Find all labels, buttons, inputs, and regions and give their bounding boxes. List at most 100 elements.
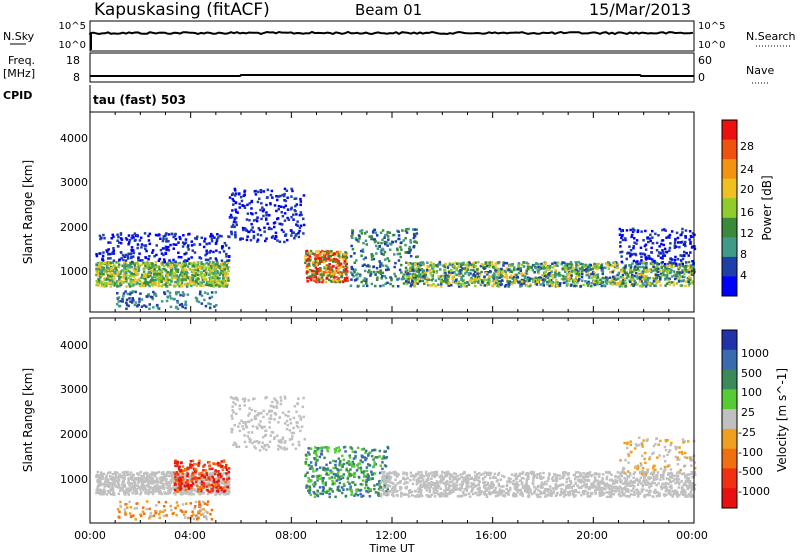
power-point [409, 239, 412, 242]
power-point [134, 234, 138, 237]
velocity-point [240, 419, 243, 422]
power-point [328, 251, 332, 254]
power-point [161, 247, 165, 250]
power-point [432, 282, 435, 286]
velocity-point [207, 486, 211, 489]
power-point [116, 245, 120, 248]
velocity-point [256, 427, 259, 430]
power-point [374, 231, 378, 235]
velocity-point [131, 478, 134, 481]
power-point [164, 233, 168, 236]
power-point [279, 222, 283, 226]
power-point [188, 232, 191, 236]
power-point [665, 282, 669, 285]
power-point [295, 223, 298, 226]
power-point [165, 276, 169, 279]
power-point [252, 236, 256, 240]
power-point [142, 277, 146, 280]
power-point [542, 266, 546, 269]
power-point [631, 273, 634, 277]
power-point [111, 252, 114, 255]
power-point [634, 281, 637, 285]
power-point [674, 277, 677, 281]
power-point [661, 228, 664, 232]
power-point [190, 262, 193, 265]
velocity-point [174, 493, 177, 496]
power-point [494, 265, 497, 268]
power-point [196, 282, 200, 286]
power-point [215, 281, 219, 284]
power-point [320, 249, 324, 253]
power-point [168, 294, 172, 297]
velocity-point [277, 444, 280, 448]
power-point [585, 268, 588, 271]
velocity-point [181, 472, 185, 476]
power-point [485, 271, 488, 275]
power-point [227, 266, 231, 269]
power-point [505, 274, 508, 277]
power-point [402, 282, 406, 285]
power-point [262, 208, 265, 211]
power-point [95, 273, 98, 277]
power-point [295, 203, 299, 206]
power-point [358, 274, 362, 278]
power-point [626, 252, 629, 255]
velocity-point [202, 465, 205, 468]
power-point [661, 271, 665, 274]
velocity-point [300, 425, 304, 428]
power-point [108, 279, 111, 282]
power-point [551, 281, 555, 284]
power-point [147, 258, 150, 261]
power-point [214, 262, 218, 266]
power-point [650, 270, 653, 274]
velocity-point [109, 471, 112, 474]
velocity-point [299, 418, 303, 421]
velocity-point [217, 474, 220, 477]
velocity-point [198, 503, 202, 506]
power-point [469, 278, 472, 282]
velocity-point [234, 443, 238, 446]
velocity-point [129, 506, 133, 509]
power-point [177, 241, 180, 244]
velocity-point [161, 471, 164, 475]
power-point [222, 265, 226, 269]
power-point [418, 279, 422, 283]
power-point [683, 275, 686, 279]
velocity-point [173, 471, 176, 474]
power-point [286, 216, 289, 220]
power-point [457, 280, 461, 283]
velocity-point [289, 418, 292, 421]
power-point [667, 269, 671, 272]
velocity-point [198, 488, 201, 491]
velocity-point [171, 512, 175, 515]
power-point [167, 265, 170, 268]
power-point [607, 280, 611, 284]
velocity-point [104, 479, 107, 482]
power-point [131, 290, 135, 293]
power-point [481, 280, 484, 284]
power-point [127, 264, 130, 267]
power-point [193, 274, 196, 278]
power-point [370, 282, 374, 286]
power-point [424, 273, 428, 277]
power-point [651, 236, 654, 239]
velocity-point [295, 410, 298, 413]
power-point [550, 281, 553, 284]
power-point [128, 297, 131, 300]
velocity-point [283, 446, 286, 449]
power-point [540, 262, 543, 266]
power-point [250, 222, 253, 226]
velocity-point [268, 417, 271, 420]
power-point [417, 277, 421, 281]
velocity-point [269, 417, 273, 420]
power-point [428, 269, 432, 272]
power-point [148, 232, 152, 236]
power-point [592, 265, 595, 268]
power-point [636, 283, 639, 286]
power-point [190, 240, 193, 243]
power-point [136, 243, 140, 246]
power-point [665, 274, 669, 277]
power-point [99, 276, 102, 279]
power-point [639, 252, 642, 255]
power-point [603, 284, 607, 288]
